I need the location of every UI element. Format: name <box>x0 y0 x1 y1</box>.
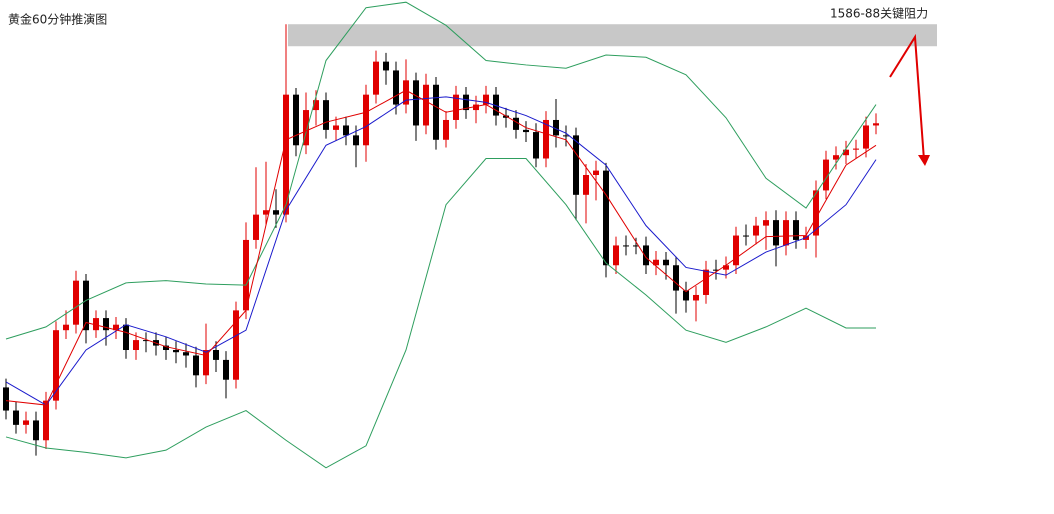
indicator-line <box>5 89 877 406</box>
candle-body <box>73 280 79 325</box>
candle-body <box>273 210 279 215</box>
candle-body <box>43 400 49 441</box>
chart-title: 黄金60分钟推演图 <box>8 12 107 27</box>
candle-body <box>453 94 459 120</box>
indicator-line <box>5 96 877 406</box>
candle-body <box>243 239 249 311</box>
candle-body <box>193 355 199 376</box>
candle-body <box>863 125 869 149</box>
candle-body <box>623 245 629 247</box>
candle-body <box>853 148 859 150</box>
indicator-line <box>5 1 877 340</box>
candle-body <box>13 410 19 425</box>
candle-body <box>403 80 409 105</box>
candle-body <box>423 84 429 126</box>
candle-body <box>833 155 839 160</box>
plot <box>3 1 937 469</box>
candle-body <box>433 84 439 140</box>
candle-body <box>663 259 669 266</box>
candle-body <box>383 61 389 71</box>
candle-body <box>233 310 239 380</box>
candle-body <box>413 80 419 126</box>
indicator-line <box>5 157 876 469</box>
candle-body <box>583 175 589 195</box>
candle-body <box>563 135 569 137</box>
candle-body <box>693 294 699 301</box>
candle-body <box>673 265 679 291</box>
candle-body <box>443 119 449 140</box>
candle-body <box>533 132 539 159</box>
candle-body <box>133 340 139 351</box>
candle-body <box>823 159 829 191</box>
candle-body <box>643 245 649 266</box>
annotation: 1586-88关键阻力 <box>830 7 928 21</box>
candle-body <box>773 220 779 246</box>
candle-body <box>543 119 549 159</box>
candle-body <box>723 265 729 270</box>
candle-body <box>163 345 169 351</box>
candle-body <box>873 123 879 126</box>
arrow-line <box>889 33 925 161</box>
candle-body <box>203 350 209 376</box>
candle-body <box>463 94 469 111</box>
candle-body <box>343 125 349 136</box>
candle-body <box>813 190 819 236</box>
candle-body <box>373 61 379 95</box>
candle-body <box>733 235 739 266</box>
candle-body <box>393 70 399 105</box>
candle-body <box>63 324 69 331</box>
candle-body <box>473 104 479 111</box>
candle-body <box>353 135 359 146</box>
candle-body <box>553 119 559 136</box>
candle-body <box>783 220 789 246</box>
candle-body <box>753 225 759 236</box>
candle-body <box>283 94 289 215</box>
candle-body <box>513 117 519 130</box>
candle-body <box>683 290 689 301</box>
candle-body <box>23 420 29 425</box>
candle-body <box>263 210 269 215</box>
candle-body <box>123 324 129 351</box>
candle-body <box>653 259 659 266</box>
resistance-band <box>288 24 937 47</box>
candle-body <box>83 280 89 331</box>
candle-body <box>483 94 489 105</box>
candle-body <box>303 110 309 146</box>
candle-body <box>113 324 119 331</box>
arrow-head <box>918 155 930 166</box>
candle-body <box>843 149 849 156</box>
candle-body <box>213 350 219 360</box>
candle-body <box>793 220 799 240</box>
candle-body <box>743 235 749 237</box>
candle-body <box>593 170 599 176</box>
candle-body <box>3 387 9 411</box>
candle-body <box>173 350 179 353</box>
candle-body <box>313 100 319 111</box>
candle-body <box>183 352 189 356</box>
candle-body <box>603 170 609 266</box>
candle-body <box>103 318 109 331</box>
candle-body <box>333 125 339 130</box>
candle-body <box>713 269 719 271</box>
candle-body <box>93 318 99 331</box>
annotation-arrow <box>889 33 930 166</box>
candle-body <box>573 135 579 195</box>
candle-body <box>363 94 369 146</box>
candle-body <box>763 220 769 226</box>
candle-body <box>523 129 529 133</box>
candle-body <box>293 94 299 146</box>
candle-body <box>33 420 39 441</box>
candle-body <box>633 245 639 247</box>
candle-body <box>53 330 59 401</box>
candle-body <box>223 359 229 380</box>
candle-body <box>253 214 259 240</box>
candle-body <box>613 245 619 266</box>
candle-body <box>493 94 499 116</box>
candle-body <box>703 269 709 295</box>
candle-body <box>143 340 149 342</box>
candle-body <box>323 100 329 130</box>
